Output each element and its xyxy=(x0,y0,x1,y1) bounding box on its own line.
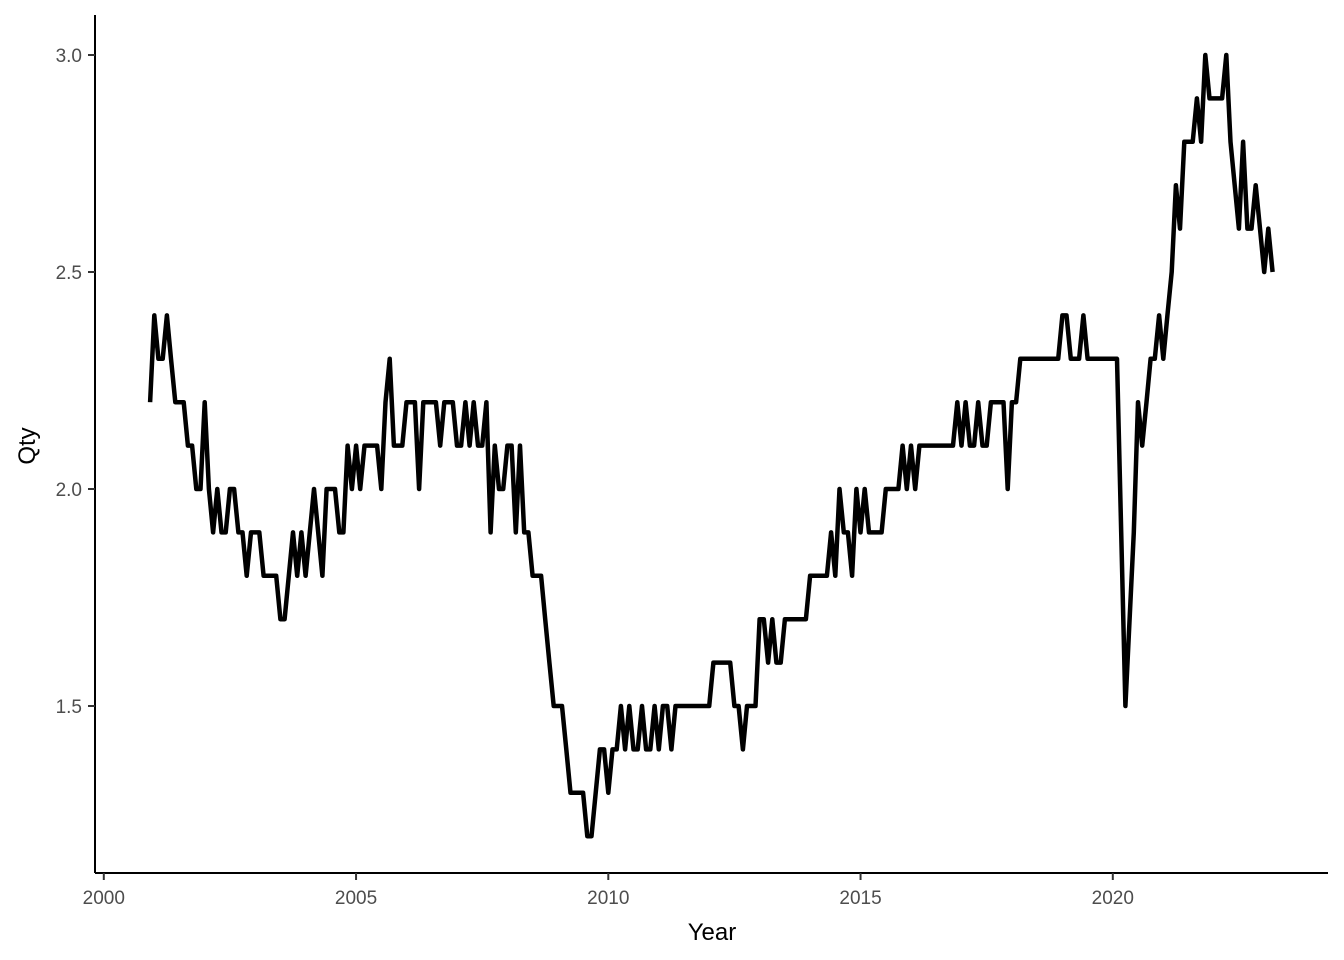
y-tick-label: 2.0 xyxy=(56,480,82,501)
x-axis-title: Year xyxy=(688,919,737,946)
x-tick-label: 2020 xyxy=(1092,888,1134,909)
series-line xyxy=(147,52,1275,839)
x-tick-label: 2005 xyxy=(335,888,377,909)
y-tick-label: 1.5 xyxy=(56,697,82,718)
y-axis-ticks: 1.5 2.0 2.5 3.0 xyxy=(56,46,95,718)
x-tick-label: 2015 xyxy=(839,888,881,909)
y-axis-title: Qty xyxy=(14,427,41,464)
plot-area xyxy=(147,52,1275,839)
y-tick-label: 3.0 xyxy=(56,46,82,67)
x-axis-ticks: 2000 2005 2010 2015 2020 xyxy=(83,873,1134,909)
x-tick-label: 2000 xyxy=(83,888,125,909)
y-tick-label: 2.5 xyxy=(56,263,82,284)
x-tick-label: 2010 xyxy=(587,888,629,909)
